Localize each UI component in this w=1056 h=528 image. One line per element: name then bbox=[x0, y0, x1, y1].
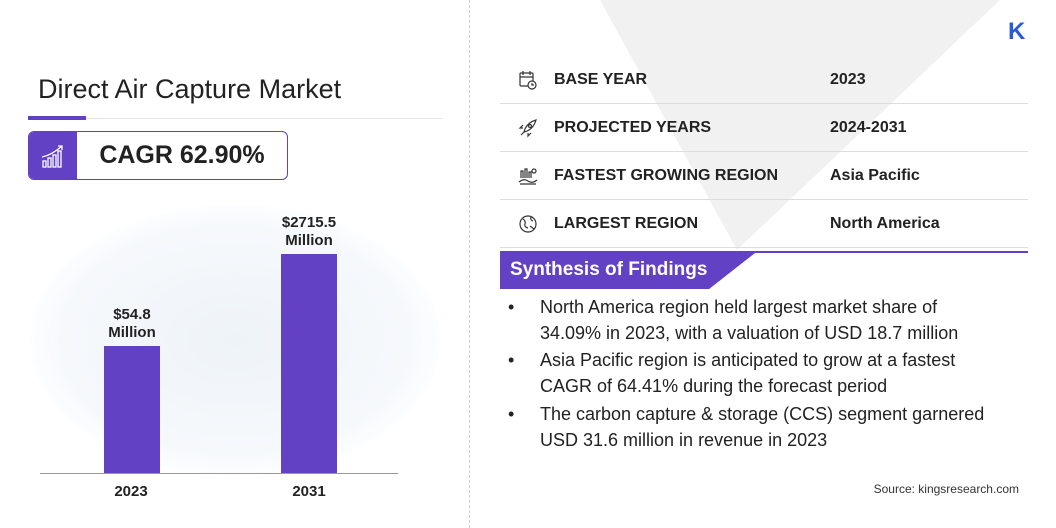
page-title: Direct Air Capture Market bbox=[38, 74, 342, 104]
bar-2031 bbox=[281, 254, 337, 473]
fact-row-largest-region: LARGEST REGION North America bbox=[500, 200, 1028, 248]
fact-value: 2023 bbox=[830, 70, 866, 88]
synthesis-rule bbox=[500, 251, 1028, 253]
data-label-2031: $2715.5 Million bbox=[281, 214, 337, 249]
bar-2023 bbox=[104, 346, 160, 473]
globe-icon bbox=[508, 214, 548, 234]
fact-label: BASE YEAR bbox=[554, 70, 648, 88]
growth-region-icon bbox=[508, 166, 548, 186]
finding-bullet: • Asia Pacific region is anticipated to g… bbox=[508, 350, 956, 396]
kings-research-logo: K bbox=[1008, 18, 1026, 45]
calendar-icon bbox=[508, 70, 548, 90]
globe-background bbox=[30, 205, 440, 475]
synthesis-heading: Synthesis of Findings bbox=[500, 253, 755, 289]
source-note: Source: kingsresearch.com bbox=[873, 482, 1019, 496]
finding-bullet: • North America region held largest marke… bbox=[508, 297, 959, 343]
fact-value: North America bbox=[830, 214, 940, 232]
data-label-2023: $54.8 Million bbox=[108, 306, 156, 341]
fact-label: FASTEST GROWING REGION bbox=[554, 166, 779, 184]
fact-row-fastest-region: FASTEST GROWING REGION Asia Pacific bbox=[500, 152, 1028, 200]
fact-value: 2024-2031 bbox=[830, 118, 907, 136]
x-axis-line bbox=[40, 473, 398, 474]
x-tick-label-2031: 2031 bbox=[292, 483, 326, 500]
cagr-value: CAGR 62.90% bbox=[99, 141, 265, 169]
cagr-badge: CAGR 62.90% bbox=[28, 131, 288, 180]
finding-bullet: • The carbon capture & storage (CCS) segm… bbox=[508, 404, 985, 450]
x-tick-label-2023: 2023 bbox=[114, 483, 148, 500]
fact-value: Asia Pacific bbox=[830, 166, 920, 184]
title-underline-accent bbox=[28, 116, 86, 120]
section-divider bbox=[469, 0, 470, 528]
rocket-icon bbox=[508, 118, 548, 138]
fact-label: LARGEST REGION bbox=[554, 214, 699, 232]
growth-chart-icon bbox=[29, 132, 77, 179]
title-underline bbox=[86, 118, 442, 119]
fact-row-projected-years: PROJECTED YEARS 2024-2031 bbox=[500, 104, 1028, 152]
fact-row-base-year: BASE YEAR 2023 bbox=[500, 56, 1028, 104]
fact-label: PROJECTED YEARS bbox=[554, 118, 712, 136]
